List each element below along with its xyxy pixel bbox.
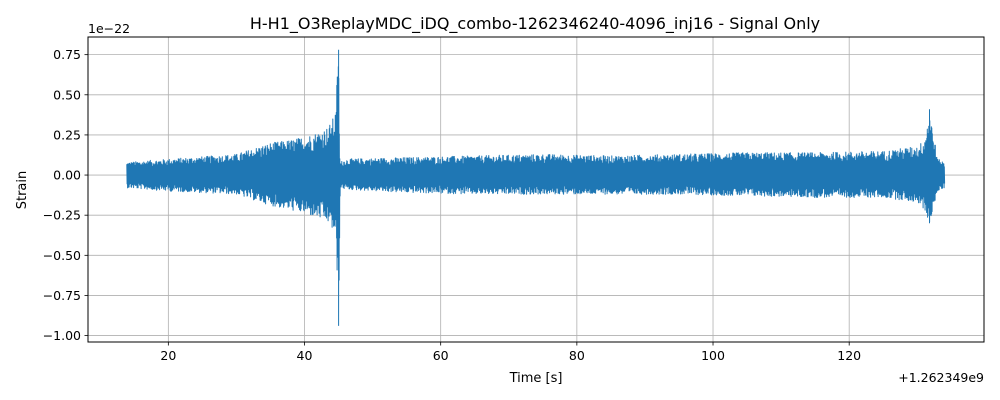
y-tick-label: −1.00 xyxy=(43,328,81,343)
x-offset-label: +1.262349e9 xyxy=(898,370,984,385)
y-tick-label: 0.00 xyxy=(53,168,81,183)
plot-area-frame xyxy=(87,36,985,343)
x-tick-label: 40 xyxy=(297,348,313,363)
x-axis-label: Time [s] xyxy=(509,371,563,386)
x-tick-label: 100 xyxy=(701,348,725,363)
y-axis-label: Strain xyxy=(15,171,30,210)
series-layer xyxy=(126,49,946,326)
y-tick-label: −0.25 xyxy=(43,208,81,223)
y-axis: −1.00 −0.75 −0.50 −0.25 0.00 0.25 0.50 0.75 xyxy=(43,47,88,343)
y-scale-label: 1e−22 xyxy=(88,21,130,36)
x-tick-label: 20 xyxy=(160,348,176,363)
x-tick-label: 60 xyxy=(433,348,449,363)
y-tick-label: 0.75 xyxy=(53,47,81,62)
y-tick-label: −0.75 xyxy=(43,288,81,303)
chart-title: H-H1_O3ReplayMDC_iDQ_combo-1262346240-40… xyxy=(250,14,820,34)
y-tick-label: 0.50 xyxy=(53,87,81,102)
y-tick-label: 0.25 xyxy=(53,127,81,142)
x-tick-label: 120 xyxy=(837,348,861,363)
x-tick-label: 80 xyxy=(569,348,585,363)
strain-series-line xyxy=(126,49,946,326)
x-axis: 20 40 60 80 100 120 xyxy=(160,342,861,363)
y-tick-label: −0.50 xyxy=(43,248,81,263)
